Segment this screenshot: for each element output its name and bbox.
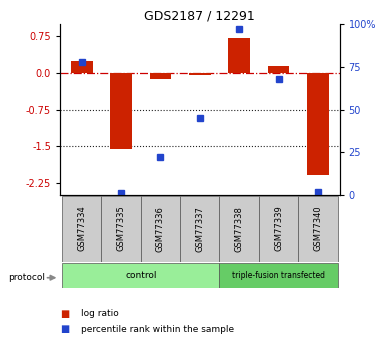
Text: protocol: protocol	[8, 273, 45, 282]
FancyBboxPatch shape	[180, 196, 220, 262]
Bar	[110, 73, 132, 149]
Bar	[229, 38, 250, 73]
Text: log ratio: log ratio	[81, 309, 119, 318]
Text: GSM77334: GSM77334	[77, 206, 86, 252]
FancyBboxPatch shape	[298, 196, 338, 262]
FancyBboxPatch shape	[62, 263, 220, 288]
FancyBboxPatch shape	[141, 196, 180, 262]
Text: GSM77339: GSM77339	[274, 206, 283, 252]
Bar	[307, 73, 329, 175]
Text: ■: ■	[60, 309, 69, 319]
Bar	[150, 73, 171, 79]
Bar	[189, 73, 211, 76]
Text: ■: ■	[60, 325, 69, 334]
Text: GSM77337: GSM77337	[195, 206, 204, 252]
Text: GSM77338: GSM77338	[235, 206, 244, 252]
Bar	[71, 61, 93, 73]
FancyBboxPatch shape	[220, 263, 338, 288]
Text: GSM77336: GSM77336	[156, 206, 165, 252]
Text: triple-fusion transfected: triple-fusion transfected	[232, 270, 325, 280]
Bar	[268, 66, 289, 73]
Title: GDS2187 / 12291: GDS2187 / 12291	[144, 10, 255, 23]
FancyBboxPatch shape	[62, 196, 101, 262]
FancyBboxPatch shape	[259, 196, 298, 262]
Text: GSM77335: GSM77335	[117, 206, 126, 252]
FancyBboxPatch shape	[101, 196, 141, 262]
FancyBboxPatch shape	[220, 196, 259, 262]
Text: GSM77340: GSM77340	[314, 206, 322, 252]
Text: percentile rank within the sample: percentile rank within the sample	[81, 325, 235, 334]
Text: control: control	[125, 270, 156, 280]
